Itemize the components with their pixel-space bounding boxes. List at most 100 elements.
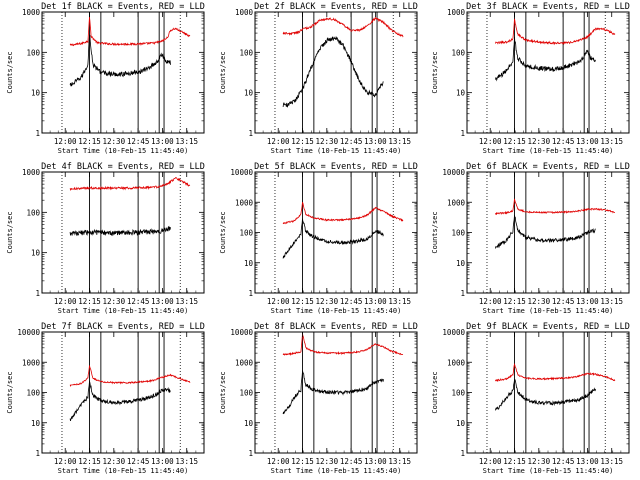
plot-frame [254,331,418,454]
y-tick-label: 1000 [235,198,254,207]
y-axis-label: Counts/sec [6,51,14,93]
x-tick-label: 13:00 [576,297,599,306]
chart-panel-7: Det 7f BLACK = Events, RED = LLD 1 10 100 10… [6,322,205,475]
chart-panel-8: Det 8f BLACK = Events, RED = LLD 1 10 100 10… [219,322,418,475]
y-axis-label: Counts/sec [219,51,227,93]
plot-frame [466,171,630,294]
y-tick-label: 1000 [22,358,41,367]
x-tick-label: 13:00 [151,137,174,146]
events-series-line [282,369,384,415]
x-tick-label: 13:00 [576,137,599,146]
x-tick-label: 12:15 [503,137,526,146]
x-tick-label: 12:00 [479,457,502,466]
lld-series-line [495,362,616,382]
x-tick-label: 12:30 [316,137,339,146]
lld-series-line [282,333,404,356]
x-tick-label: 12:30 [103,297,126,306]
x-tick-label: 12:15 [78,297,101,306]
y-tick-label: 100 [451,389,465,398]
x-tick-label: 12:45 [552,297,575,306]
x-axis-label: Start Time (10-Feb-15 11:45:40) [271,307,402,315]
x-tick-label: 12:00 [479,137,502,146]
y-tick-label: 10 [31,249,41,258]
x-tick-label: 12:30 [528,137,551,146]
x-tick-label: 12:00 [54,457,77,466]
x-tick-label: 12:15 [291,297,314,306]
x-tick-label: 12:15 [503,297,526,306]
y-tick-label: 1 [35,129,40,138]
x-axis-label: Start Time (10-Feb-15 11:45:40) [58,467,189,475]
x-tick-label: 12:30 [528,297,551,306]
y-tick-label: 1000 [235,358,254,367]
y-tick-label: 1000 [447,358,466,367]
y-tick-label: 100 [239,48,253,57]
y-tick-label: 10000 [230,168,253,177]
x-tick-label: 12:30 [103,137,126,146]
x-tick-label: 12:00 [479,297,502,306]
x-tick-label: 12:30 [528,457,551,466]
y-tick-label: 100 [451,229,465,238]
x-tick-label: 13:15 [388,297,411,306]
y-tick-label: 1 [35,289,40,298]
x-tick-label: 12:15 [78,137,101,146]
chart-panel-3: Det 3f BLACK = Events, RED = LLD 1 10 100 10… [431,2,630,155]
chart-title: Det 8f BLACK = Events, RED = LLD [254,322,418,332]
y-tick-label: 10 [244,419,254,428]
events-series-line [69,225,171,237]
x-tick-label: 12:45 [127,457,150,466]
y-tick-label: 100 [26,208,40,217]
events-series-line [69,34,171,87]
y-tick-label: 10 [31,89,41,98]
x-tick-label: 12:45 [552,137,575,146]
x-tick-label: 13:00 [364,457,387,466]
plot-frame [41,331,205,454]
y-axis-label: Counts/sec [431,211,439,253]
x-axis-label: Start Time (10-Feb-15 11:45:40) [58,147,189,155]
y-tick-label: 100 [26,48,40,57]
x-tick-label: 13:15 [600,297,623,306]
y-tick-label: 10000 [442,168,465,177]
lld-series-line [282,16,404,38]
x-tick-label: 12:00 [267,297,290,306]
lld-series-line [69,365,191,387]
x-tick-label: 12:45 [340,137,363,146]
chart-title: Det 6f BLACK = Events, RED = LLD [466,162,630,172]
x-tick-label: 13:15 [175,297,198,306]
y-tick-label: 1 [35,449,40,458]
x-axis-label: Start Time (10-Feb-15 11:45:40) [483,467,614,475]
y-tick-label: 10 [456,89,466,98]
lld-series-line [495,18,616,46]
y-tick-label: 10 [456,419,466,428]
plot-frame [41,11,205,134]
chart-panel-6: Det 6f BLACK = Events, RED = LLD 1 10 100 10… [431,162,630,315]
events-series-line [282,36,384,108]
events-series-line [495,215,596,249]
x-tick-label: 12:45 [127,137,150,146]
y-tick-label: 1 [460,129,465,138]
events-series-line [495,36,596,82]
chart-title: Det 7f BLACK = Events, RED = LLD [41,322,205,332]
y-axis-label: Counts/sec [219,371,227,413]
plot-frame [254,11,418,134]
y-tick-label: 1000 [447,8,466,17]
events-series-line [494,379,596,411]
x-tick-label: 12:15 [291,137,314,146]
y-tick-label: 1000 [22,8,41,17]
y-tick-label: 10 [456,259,466,268]
y-axis-label: Counts/sec [431,371,439,413]
y-tick-label: 1 [248,449,253,458]
y-tick-label: 10 [244,259,254,268]
y-tick-label: 1 [460,289,465,298]
chart-panel-5: Det 5f BLACK = Events, RED = LLD 1 10 100 10… [219,162,418,315]
y-tick-label: 1 [248,289,253,298]
x-tick-label: 13:15 [388,137,411,146]
x-tick-label: 13:00 [364,297,387,306]
y-axis-label: Counts/sec [219,211,227,253]
y-tick-label: 100 [451,48,465,57]
plot-frame [254,171,418,294]
y-tick-label: 100 [239,229,253,238]
x-tick-label: 13:15 [600,457,623,466]
x-tick-label: 12:45 [340,297,363,306]
x-tick-label: 12:45 [340,457,363,466]
